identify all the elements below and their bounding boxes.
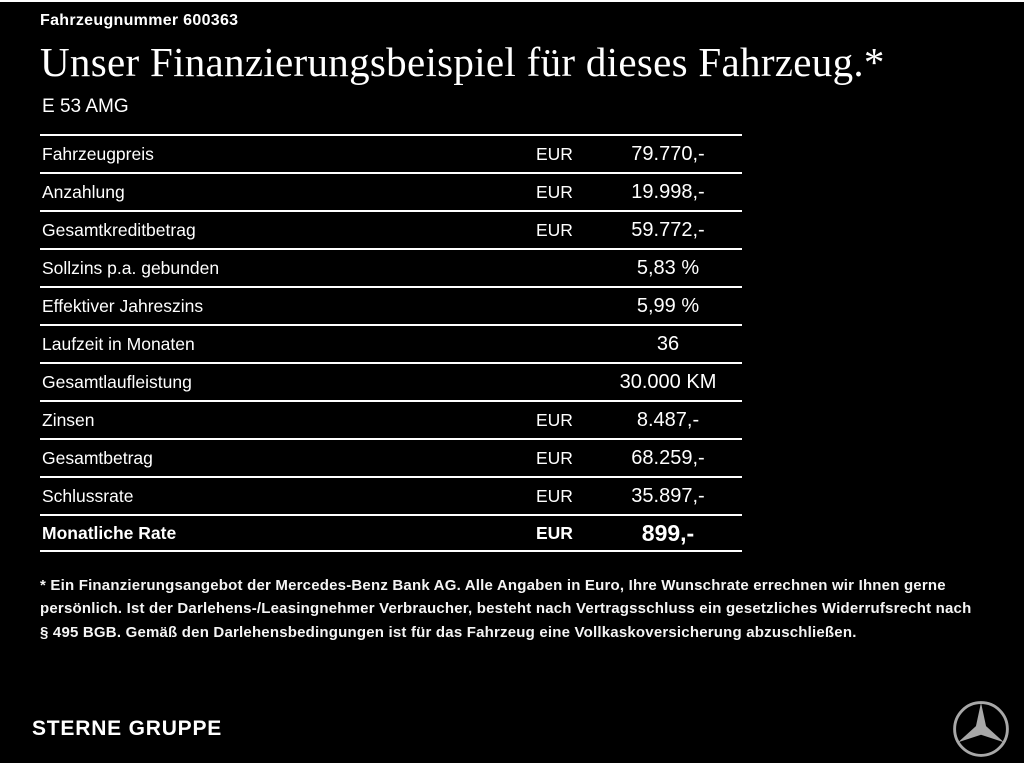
row-label: Anzahlung (42, 181, 125, 202)
table-row: Sollzins p.a. gebunden 5,83 % (40, 248, 742, 286)
row-label: Sollzins p.a. gebunden (42, 257, 220, 278)
row-label: Schlussrate (42, 485, 134, 506)
row-label: Gesamtlaufleistung (42, 371, 192, 392)
row-currency: EUR (536, 181, 573, 202)
vehicle-number: Fahrzeugnummer 600363 (40, 12, 239, 29)
row-currency: EUR (536, 143, 573, 164)
row-label: Gesamtbetrag (42, 447, 153, 468)
row-value: 36 (656, 332, 680, 355)
row-label: Gesamtkreditbetrag (42, 219, 196, 240)
row-value: 79.770,- (631, 142, 705, 165)
row-currency: EUR (536, 485, 573, 506)
row-value: 68.259,- (631, 446, 705, 469)
row-value: 5,83 % (636, 256, 700, 279)
row-currency: EUR (536, 219, 573, 240)
table-row: Gesamtkreditbetrag EUR 59.772,- (40, 210, 742, 248)
bottom-edge-line (0, 763, 1024, 768)
row-value: 899,- (641, 519, 695, 546)
footer: STERNE GRUPPE (0, 700, 1024, 758)
table-row: Zinsen EUR 8.487,- (40, 400, 742, 438)
dealer-name: STERNE GRUPPE (32, 717, 223, 740)
row-value: 19.998,- (631, 180, 705, 203)
row-label: Effektiver Jahreszins (42, 295, 204, 316)
row-value: 30.000 KM (619, 370, 717, 393)
row-value: 35.897,- (631, 484, 705, 507)
table-row: Anzahlung EUR 19.998,- (40, 172, 742, 210)
mercedes-star-icon (953, 701, 1009, 757)
row-label: Zinsen (42, 409, 95, 430)
row-currency: EUR (536, 409, 573, 430)
table-row: Schlussrate EUR 35.897,- (40, 476, 742, 514)
row-value: 59.772,- (631, 218, 705, 241)
row-currency: EUR (536, 522, 573, 543)
table-row: Fahrzeugpreis EUR 79.770,- (40, 134, 742, 172)
finance-offer-content: Fahrzeugnummer 600363 Unser Finanzierung… (40, 12, 972, 641)
row-label: Monatliche Rate (42, 522, 177, 543)
row-label: Fahrzeugpreis (42, 143, 154, 164)
table-row: Laufzeit in Monaten 36 (40, 324, 742, 362)
vehicle-model: E 53 AMG (42, 96, 129, 117)
finance-table: Fahrzeugpreis EUR 79.770,- Anzahlung EUR… (40, 134, 742, 552)
top-edge-line (0, 0, 1024, 2)
page-title: Unser Finanzierungsbeispiel für dieses F… (40, 39, 885, 85)
table-row: Effektiver Jahreszins 5,99 % (40, 286, 742, 324)
row-label: Laufzeit in Monaten (42, 333, 195, 354)
row-value: 8.487,- (636, 408, 700, 431)
row-currency: EUR (536, 447, 573, 468)
legal-footnote: * Ein Finanzierungsangebot der Mercedes-… (40, 577, 972, 641)
table-row-monthly-rate: Monatliche Rate EUR 899,- (40, 514, 742, 552)
row-value: 5,99 % (636, 294, 700, 317)
table-row: Gesamtlaufleistung 30.000 KM (40, 362, 742, 400)
table-row: Gesamtbetrag EUR 68.259,- (40, 438, 742, 476)
